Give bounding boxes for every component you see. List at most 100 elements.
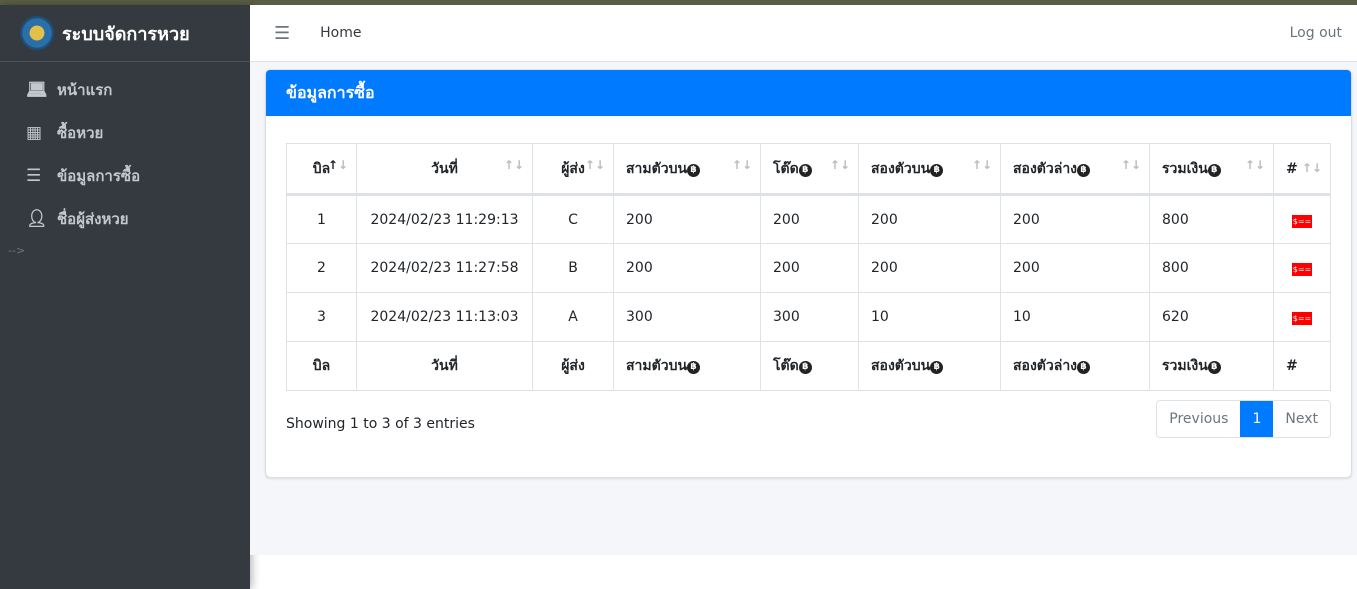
column-label: สองตัวล่าง xyxy=(1013,160,1078,177)
column-label: ผู้ส่ง xyxy=(561,160,585,177)
header-col-3[interactable]: สามตัวบน฿ ↑↓ xyxy=(613,143,761,196)
table-cell: C xyxy=(532,194,614,244)
table-cell: 1 xyxy=(286,194,357,244)
column-label: สองตัวล่าง xyxy=(1013,358,1078,374)
table-cell: 200 xyxy=(1000,243,1150,293)
sort-icon[interactable]: ↑↓ xyxy=(1244,157,1265,172)
page-1-button[interactable]: 1 xyxy=(1240,401,1274,437)
column-label: วันที่ xyxy=(431,358,458,374)
table-cell: 200 xyxy=(760,243,859,293)
list-icon: ☰ xyxy=(26,165,42,186)
column-label: โต๊ด xyxy=(773,160,799,177)
table-cell: 10 xyxy=(1000,292,1150,342)
action-cell: $== xyxy=(1273,292,1331,342)
footer-col-5: สองตัวบน฿ xyxy=(858,341,1001,391)
sidebar-item-buy[interactable]: ▦ ซื้อหวย xyxy=(0,111,250,154)
table-cell: 10 xyxy=(858,292,1001,342)
next-button[interactable]: Next xyxy=(1285,411,1318,427)
column-label: สองตัวบน xyxy=(871,358,931,374)
sort-icon[interactable]: ↑↓ xyxy=(971,157,992,172)
bill-icon[interactable]: $== xyxy=(1292,214,1312,228)
sort-icon[interactable]: ↑↓ xyxy=(829,157,850,172)
sort-icon[interactable]: ↑↓ xyxy=(327,157,348,172)
sidebar-item-senders[interactable]: 👤︎ ชื่อผู้ส่งหวย xyxy=(0,197,250,240)
action-cell: $== xyxy=(1273,243,1331,293)
laptop-icon: 💻︎ xyxy=(26,79,48,100)
column-label: โต๊ด xyxy=(773,358,799,374)
sidebar-item-label: ซื้อหวย xyxy=(57,123,104,142)
column-label: สามตัวบน xyxy=(626,358,688,374)
header-col-6[interactable]: สองตัวล่าง฿ ↑↓ xyxy=(1000,143,1150,196)
footer-col-3: สามตัวบน฿ xyxy=(613,341,761,391)
sort-icon[interactable]: ↑↓ xyxy=(503,157,524,172)
previous-button[interactable]: Previous xyxy=(1169,411,1229,427)
header-col-0[interactable]: บิล ↑↓ xyxy=(286,143,357,196)
table-row: 3 2024/02/23 11:13:03 A 300 300 10 10 620 $== xyxy=(286,292,1331,342)
sidebar-item-label: ชื่อผู้ส่งหวย xyxy=(57,209,129,228)
sort-icon[interactable]: ↑↓ xyxy=(731,157,752,172)
grid-icon: ▦ xyxy=(26,122,43,143)
table-row: 2 2024/02/23 11:27:58 B 200 200 200 200 800 $== xyxy=(286,243,1331,293)
sort-icon[interactable]: ↑↓ xyxy=(1120,157,1141,172)
table-cell: 800 xyxy=(1149,243,1274,293)
table-cell: 300 xyxy=(760,292,859,342)
brand[interactable]: ระบบจัดการหวย xyxy=(0,5,250,62)
baht-coin-icon: ฿ xyxy=(1077,361,1091,374)
baht-coin-icon: ฿ xyxy=(798,361,812,374)
header-col-1[interactable]: วันที่ ↑↓ xyxy=(356,143,533,196)
bill-icon[interactable]: $== xyxy=(1292,312,1312,325)
footer-col-1: วันที่ xyxy=(356,341,533,391)
logo xyxy=(20,16,54,50)
bill-icon[interactable]: $== xyxy=(1292,263,1312,276)
table-cell: 200 xyxy=(858,243,1001,293)
column-label: บิล xyxy=(312,358,331,374)
column-label: บิล xyxy=(312,160,331,177)
baht-coin-icon: ฿ xyxy=(687,361,701,374)
sidebar: ระบบจัดการหวย 💻︎ หน้าแรก ▦ ซื้อหวย ☰ ข้อมูล… xyxy=(0,5,250,589)
column-label: วันที่ xyxy=(431,160,458,177)
footer-col-6: สองตัวล่าง฿ xyxy=(1000,341,1150,391)
footer-col-8: # xyxy=(1273,341,1331,391)
column-label: # xyxy=(1286,160,1298,177)
baht-coin-icon: ฿ xyxy=(930,361,944,374)
sidebar-item-home[interactable]: 💻︎ หน้าแรก xyxy=(0,68,250,111)
sidebar-item-label: ข้อมูลการซื้อ xyxy=(57,166,141,185)
header-col-8[interactable]: # ↑↓ xyxy=(1273,143,1331,196)
brand-title: ระบบจัดการหวย xyxy=(62,23,190,45)
footer-col-2: ผู้ส่ง xyxy=(532,341,614,391)
table-cell: 200 xyxy=(858,194,1001,244)
content-area: ข้อมูลการซื้อ บิล ↑↓ วันที่ ↑↓ ผู้ส่ง ↑↓ สามตั… xyxy=(250,62,1357,555)
nav-home-link[interactable]: Home xyxy=(320,25,362,41)
sort-icon[interactable]: ↑↓ xyxy=(584,157,605,172)
baht-coin-icon: ฿ xyxy=(798,163,812,177)
pagination: Previous 1 Next xyxy=(1156,400,1331,438)
header-col-4[interactable]: โต๊ด฿ ↑↓ xyxy=(760,143,859,196)
footer-col-7: รวมเงิน฿ xyxy=(1149,341,1274,391)
navbar: ☰ Home Log out xyxy=(250,5,1357,62)
user-graduate-icon: 👤︎ xyxy=(26,208,48,229)
baht-coin-icon: ฿ xyxy=(1077,163,1091,177)
sidebar-item-purchases[interactable]: ☰ ข้อมูลการซื้อ xyxy=(0,154,250,197)
logout-link[interactable]: Log out xyxy=(1289,25,1342,41)
table-cell: B xyxy=(532,243,614,293)
table-row: 1 2024/02/23 11:29:13 C 200 200 200 200 800 $== xyxy=(286,194,1331,244)
column-label: สามตัวบน xyxy=(626,160,688,177)
table-cell: A xyxy=(532,292,614,342)
table-cell: 800 xyxy=(1149,194,1274,244)
purchases-table: บิล ↑↓ วันที่ ↑↓ ผู้ส่ง ↑↓ สามตัวบน฿ ↑↓ โต๊ด฿ ↑↓ ส… xyxy=(286,143,1331,391)
header-col-2[interactable]: ผู้ส่ง ↑↓ xyxy=(532,143,614,196)
table-cell: 200 xyxy=(613,194,761,244)
stray-comment-text: --> xyxy=(8,244,26,257)
menu-toggle-icon[interactable]: ☰ xyxy=(274,22,291,44)
header-col-7[interactable]: รวมเงิน฿ ↑↓ xyxy=(1149,143,1274,196)
sort-icon[interactable]: ↑↓ xyxy=(1301,160,1322,175)
baht-coin-icon: ฿ xyxy=(687,163,701,177)
header-col-5[interactable]: สองตัวบน฿ ↑↓ xyxy=(858,143,1001,196)
table-cell: 200 xyxy=(1000,194,1150,244)
column-label: สองตัวบน xyxy=(871,160,931,177)
column-label: รวมเงิน xyxy=(1162,358,1208,374)
action-cell: $== xyxy=(1273,194,1331,244)
top-strip xyxy=(0,0,1357,5)
purchases-card: ข้อมูลการซื้อ บิล ↑↓ วันที่ ↑↓ ผู้ส่ง ↑↓ สามตั… xyxy=(266,70,1351,477)
table-cell: 620 xyxy=(1149,292,1274,342)
